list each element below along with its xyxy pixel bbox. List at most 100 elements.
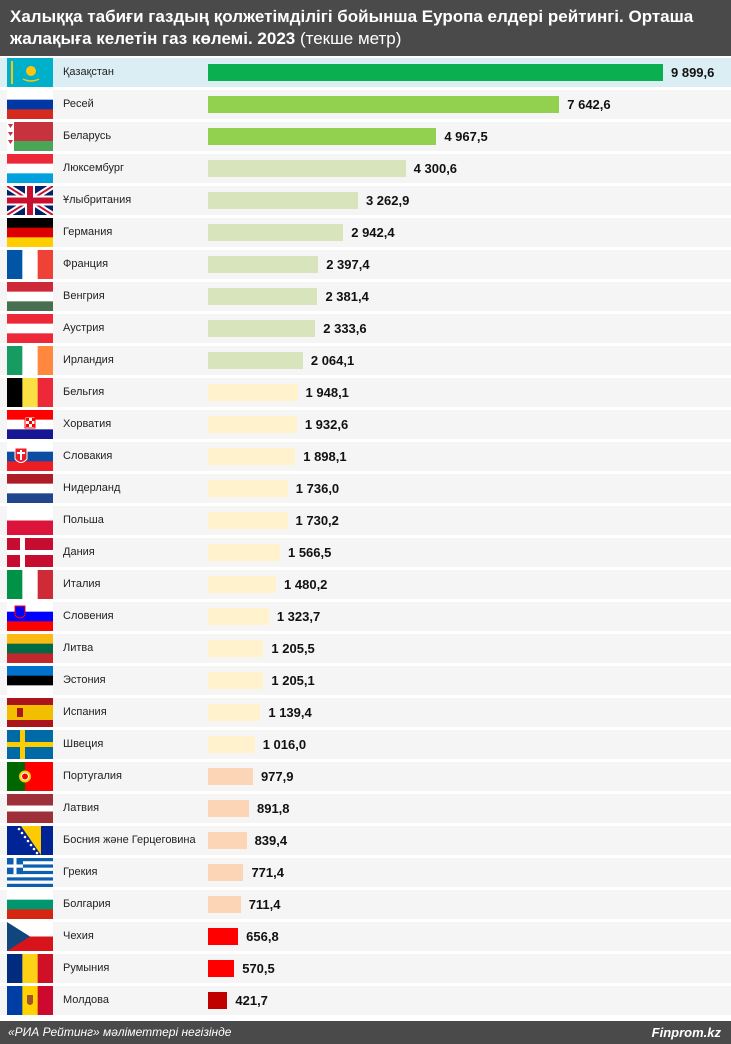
chart-row: Словения 1 323,7 — [0, 602, 731, 631]
value-label: 4 300,6 — [413, 161, 458, 176]
category-label: Болгария — [63, 898, 111, 910]
chart-row: Португалия 977,9 — [0, 762, 731, 791]
chart-row: Словакия 1 898,1 — [0, 442, 731, 471]
chart-row: Польша 1 730,2 — [0, 506, 731, 535]
chart-row: Ресей 7 642,6 — [0, 90, 731, 119]
category-label: Ресей — [63, 98, 94, 110]
category-label: Словакия — [63, 450, 113, 462]
flag-sk-icon — [7, 442, 53, 471]
bar — [208, 448, 296, 465]
chart-row: Италия 1 480,2 — [0, 570, 731, 599]
category-label: Румыния — [63, 962, 110, 974]
bar — [208, 960, 235, 977]
value-label: 1 898,1 — [303, 449, 347, 464]
flag-ee-icon — [7, 666, 53, 695]
chart-row: Беларусь 4 967,5 — [0, 122, 731, 151]
bar — [208, 160, 406, 177]
flag-nl-icon — [7, 474, 53, 503]
bar — [208, 544, 280, 561]
category-label: Чехия — [63, 930, 94, 942]
chart-row: Чехия 656,8 — [0, 922, 731, 951]
value-label: 1 736,0 — [295, 481, 340, 496]
category-label: Люксембург — [63, 162, 125, 174]
chart-row: Ирландия 2 064,1 — [0, 346, 731, 375]
category-label: Эстония — [63, 674, 106, 686]
chart-row: Молдова 421,7 — [0, 986, 731, 1015]
bar — [208, 192, 358, 209]
flag-cz-icon — [7, 922, 53, 951]
value-label: 2 942,4 — [351, 225, 395, 240]
flag-at-icon — [7, 314, 53, 343]
flag-ru-icon — [7, 90, 53, 119]
chart-title: Халыққа табиғи газдың қолжетімділігі бой… — [10, 7, 694, 48]
bar — [208, 640, 264, 657]
flag-lt-icon — [7, 634, 53, 663]
bar — [208, 928, 239, 945]
value-label: 3 262,9 — [365, 193, 410, 208]
value-label: 711,4 — [248, 897, 281, 912]
flag-pt-icon — [7, 762, 53, 791]
category-label: Хорватия — [63, 418, 112, 430]
category-label: Молдова — [63, 994, 109, 1006]
flag-md-icon — [7, 986, 53, 1015]
chart-footer: «РИА Рейтинг» мәліметтері негізінде Finp… — [0, 1021, 731, 1044]
chart-row: Эстония 1 205,1 — [0, 666, 731, 695]
chart-row: Бельгия 1 948,1 — [0, 378, 731, 407]
value-label: 2 333,6 — [323, 321, 367, 336]
category-label: Франция — [63, 258, 109, 270]
bar — [208, 768, 253, 785]
chart-row: Дания 1 566,5 — [0, 538, 731, 567]
value-label: 1 948,1 — [305, 385, 349, 400]
value-label: 1 139,4 — [268, 705, 312, 720]
value-label: 7 642,6 — [567, 97, 611, 112]
value-label: 1 205,5 — [271, 641, 315, 656]
chart-row: Литва 1 205,5 — [0, 634, 731, 663]
value-label: 1 323,7 — [276, 609, 321, 624]
category-label: Германия — [63, 226, 113, 238]
bar — [208, 320, 316, 337]
bar — [208, 352, 303, 369]
value-label: 891,8 — [256, 801, 290, 816]
flag-si-icon — [7, 602, 53, 631]
value-label: 9 899,6 — [671, 65, 715, 80]
value-label: 1 932,6 — [304, 417, 349, 432]
flag-bg-icon — [7, 890, 53, 919]
category-label: Польша — [63, 514, 104, 526]
category-label: Словения — [63, 610, 114, 622]
category-label: Ұлыбритания — [63, 194, 132, 206]
chart-row: Латвия 891,8 — [0, 794, 731, 823]
category-label: Грекия — [63, 866, 98, 878]
chart-row: Хорватия 1 932,6 — [0, 410, 731, 439]
bar — [208, 832, 247, 849]
category-label: Нидерланд — [63, 482, 121, 494]
flag-se-icon — [7, 730, 53, 759]
bar — [208, 736, 255, 753]
flag-lu-icon — [7, 154, 53, 183]
value-label: 2 381,4 — [325, 289, 369, 304]
category-label: Венгрия — [63, 290, 105, 302]
flag-gr-icon — [7, 858, 53, 887]
chart-row: Грекия 771,4 — [0, 858, 731, 887]
bar — [208, 864, 244, 881]
category-label: Швеция — [63, 738, 104, 750]
category-label: Беларусь — [63, 130, 112, 142]
value-label: 1 566,5 — [287, 545, 332, 560]
chart-row: Қазақстан 9 899,6 — [0, 58, 731, 87]
category-label: Дания — [63, 546, 95, 558]
chart-row: Аустрия 2 333,6 — [0, 314, 731, 343]
flag-lv-icon — [7, 794, 53, 823]
flag-pl-icon — [7, 506, 53, 535]
flag-dk-icon — [7, 538, 53, 567]
value-label: 1 016,0 — [262, 737, 307, 752]
category-label: Босния және Герцеговина — [63, 834, 196, 846]
bar — [208, 224, 344, 241]
bar — [208, 704, 261, 721]
chart-row: Нидерланд 1 736,0 — [0, 474, 731, 503]
brand-logo: Finprom.kz — [651, 1025, 721, 1040]
bar — [208, 608, 269, 625]
value-label: 656,8 — [246, 929, 279, 944]
value-label: 839,4 — [254, 833, 288, 848]
flag-gb-icon — [7, 186, 53, 215]
bar — [208, 288, 318, 305]
bar — [208, 480, 288, 497]
